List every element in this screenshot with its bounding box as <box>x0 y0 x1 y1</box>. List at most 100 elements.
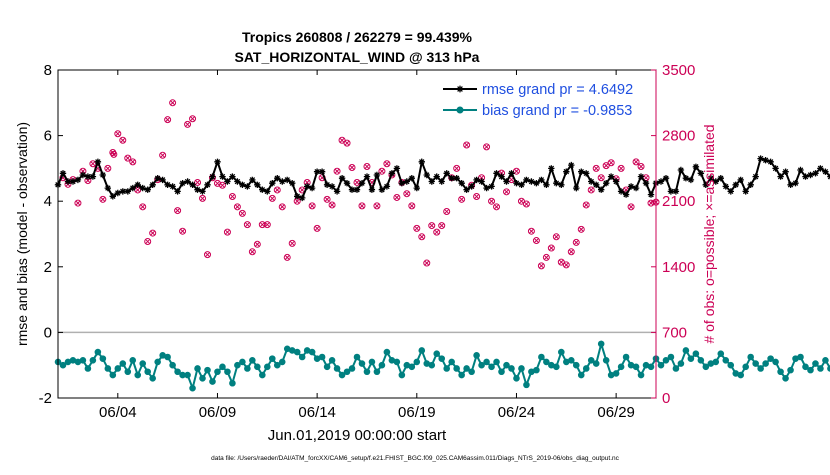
bias-point <box>59 361 67 369</box>
obs-possible-circle <box>323 195 331 203</box>
obs-count-point <box>104 164 112 172</box>
rmse-point <box>64 178 72 185</box>
axes: -2 0 2 4 6 8 0 700 1400 2100 2800 3500 06/04 06/09 06/… <box>39 62 696 421</box>
bias-point <box>89 356 97 364</box>
obs-possible-circle <box>637 163 645 171</box>
obs-assimilated-cross <box>234 204 240 210</box>
bias-point <box>577 371 585 379</box>
obs-assimilated-cross <box>145 238 151 245</box>
rmse-point <box>752 173 759 180</box>
bias-point <box>612 370 620 377</box>
obs-possible-circle <box>248 248 256 256</box>
obs-assimilated-cross <box>573 239 579 245</box>
obs-possible-circle <box>179 227 187 235</box>
rmse-point <box>358 180 366 187</box>
rmse-point <box>308 184 316 192</box>
obs-assimilated-cross <box>568 249 574 255</box>
rmse-point <box>229 173 236 180</box>
y-right-tick-label: 2100 <box>662 193 695 210</box>
obs-possible-circle <box>164 116 172 124</box>
rmse-point <box>687 176 695 184</box>
obs-assimilated-cross <box>488 198 495 204</box>
bias-point <box>318 353 326 361</box>
obs-assimilated-cross <box>548 245 554 251</box>
obs-possible-circle <box>238 209 246 217</box>
rmse-point <box>583 170 590 177</box>
rmse-point <box>488 183 495 190</box>
bias-point <box>747 353 754 361</box>
obs-assimilated-cross <box>140 204 146 210</box>
obs-possible-circle <box>119 136 127 144</box>
bias-point <box>278 358 286 366</box>
bias-point <box>742 363 750 371</box>
rmse-point <box>124 188 131 195</box>
legend-box <box>439 76 652 120</box>
obs-count-point <box>358 202 366 210</box>
rmse-point <box>607 173 615 180</box>
legend-marker-rmse <box>456 85 464 93</box>
obs-possible-circle <box>463 141 471 149</box>
bias-point <box>438 355 446 362</box>
bias-point <box>503 361 510 369</box>
bias-point <box>453 365 460 372</box>
obs-assimilated-cross <box>224 229 230 235</box>
chart-title-line1: Tropics 260808 / 262279 = 99.439% <box>242 29 473 45</box>
bias-point <box>189 384 196 392</box>
obs-possible-circle <box>283 253 291 261</box>
bias-point <box>558 348 565 356</box>
bias-point <box>234 361 241 369</box>
obs-possible-circle <box>438 222 446 230</box>
obs-possible-circle <box>443 208 451 216</box>
bias-point <box>239 358 246 366</box>
obs-possible-circle <box>458 195 466 203</box>
bias-point <box>687 355 695 362</box>
rmse-point <box>458 180 465 187</box>
bias-point <box>99 355 107 362</box>
obs-count-point <box>253 240 261 248</box>
x-axis-label: Jun.01,2019 00:00:00 start <box>268 427 447 444</box>
y-right-tick-label: 1400 <box>662 259 695 276</box>
bias-point <box>119 360 127 367</box>
rmse-point <box>498 173 505 180</box>
rmse-point <box>792 180 799 187</box>
rmse-point <box>139 184 146 192</box>
obs-assimilated-cross <box>219 182 226 188</box>
rmse-point <box>617 188 625 195</box>
obs-assimilated-cross <box>643 175 649 181</box>
obs-count-point <box>493 203 501 211</box>
obs-assimilated-cross <box>284 254 290 260</box>
bias-point <box>468 368 475 376</box>
obs-assimilated-cross <box>304 179 310 186</box>
rmse-point <box>787 181 794 188</box>
obs-possible-circle <box>592 164 600 172</box>
bias-point <box>822 356 829 364</box>
rmse-point <box>593 181 600 188</box>
rmse-point <box>657 178 665 185</box>
rmse-point <box>328 183 336 190</box>
obs-assimilated-cross <box>588 187 594 193</box>
obs-possible-circle <box>552 233 560 241</box>
rmse-point <box>802 173 809 180</box>
rmse-point <box>184 178 191 185</box>
obs-count-point <box>532 237 540 245</box>
obs-count-point <box>333 167 341 175</box>
obs-possible-circle <box>278 203 286 211</box>
rmse-point <box>782 168 789 175</box>
obs-possible-circle <box>74 199 82 207</box>
rmse-point <box>438 178 445 185</box>
obs-assimilated-cross <box>553 234 559 240</box>
obs-assimilated-cross <box>185 121 191 127</box>
rmse-point <box>393 165 401 172</box>
obs-assimilated-cross <box>439 223 445 229</box>
bias-point <box>129 356 137 364</box>
obs-count-point <box>582 201 590 209</box>
bias-point <box>592 360 600 367</box>
rmse-point <box>603 180 610 187</box>
obs-possible-circle <box>174 207 182 215</box>
obs-possible-circle <box>522 200 530 208</box>
obs-assimilated-cross <box>344 140 350 146</box>
legend: rmse grand pr = 4.6492 bias grand pr = -0… <box>439 76 652 120</box>
obs-count-point <box>408 202 416 210</box>
obs-count-point <box>433 228 441 236</box>
obs-count-point <box>343 139 351 147</box>
